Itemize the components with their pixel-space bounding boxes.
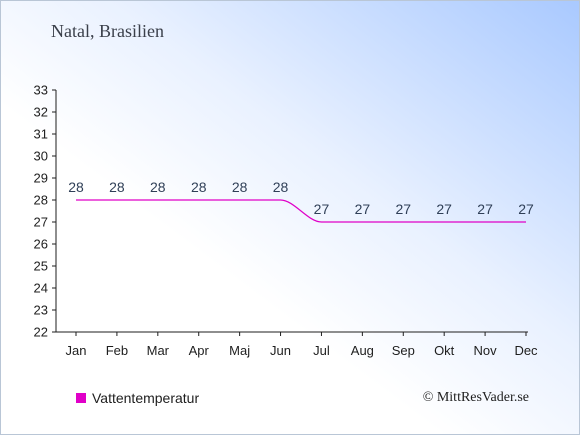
legend-swatch <box>76 393 86 403</box>
data-label: 28 <box>273 179 289 195</box>
data-label: 27 <box>518 201 534 217</box>
y-tick-label: 33 <box>34 83 48 98</box>
y-tick-label: 24 <box>34 281 48 296</box>
x-tick-label: Jul <box>313 343 330 358</box>
y-tick-label: 22 <box>34 325 48 340</box>
x-tick-label: Jun <box>270 343 291 358</box>
x-tick-label: Sep <box>392 343 415 358</box>
x-tick-label: Apr <box>189 343 210 358</box>
x-tick-label: Feb <box>106 343 128 358</box>
data-label: 28 <box>150 179 166 195</box>
x-tick-label: Jan <box>66 343 87 358</box>
copyright-credit: © MittResVader.se <box>422 390 529 405</box>
data-label: 27 <box>355 201 371 217</box>
y-tick-label: 27 <box>34 215 48 230</box>
x-tick-label: Mar <box>147 343 170 358</box>
data-label: 27 <box>314 201 330 217</box>
data-label: 27 <box>477 201 493 217</box>
y-tick-label: 31 <box>34 127 48 142</box>
x-tick-label: Nov <box>474 343 498 358</box>
y-tick-label: 28 <box>34 193 48 208</box>
y-tick-label: 30 <box>34 149 48 164</box>
y-tick-label: 25 <box>34 259 48 274</box>
y-tick-label: 32 <box>34 105 48 120</box>
data-label: 28 <box>191 179 207 195</box>
data-label: 28 <box>109 179 125 195</box>
y-tick-label: 29 <box>34 171 48 186</box>
data-label: 28 <box>232 179 248 195</box>
y-tick-label: 26 <box>34 237 48 252</box>
series-line-vattentemperatur <box>76 199 526 223</box>
x-tick-label: Okt <box>434 343 455 358</box>
data-label: 27 <box>395 201 411 217</box>
x-tick-label: Dec <box>514 343 538 358</box>
chart-title: Natal, Brasilien <box>51 21 164 41</box>
x-tick-label: Aug <box>351 343 374 358</box>
legend-label: Vattentemperatur <box>92 390 200 406</box>
x-tick-label: Maj <box>229 343 250 358</box>
data-label: 27 <box>436 201 452 217</box>
y-tick-label: 23 <box>34 303 48 318</box>
data-label: 28 <box>68 179 84 195</box>
legend: Vattentemperatur <box>76 390 199 406</box>
